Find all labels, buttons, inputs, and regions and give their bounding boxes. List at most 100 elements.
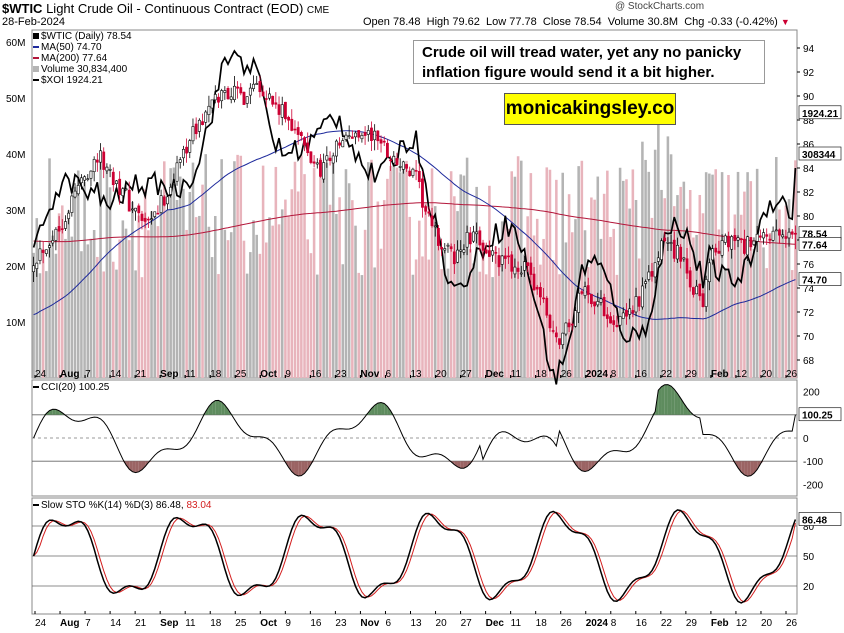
candle-body bbox=[357, 130, 361, 138]
candle-body bbox=[201, 121, 204, 125]
volume-bar bbox=[644, 159, 647, 378]
candle-body bbox=[315, 162, 319, 165]
candle-body bbox=[102, 151, 106, 170]
x-tick-label: 26 bbox=[561, 618, 573, 629]
x-tick-label: 11 bbox=[185, 618, 196, 629]
candle-body bbox=[64, 221, 67, 229]
volume-bar bbox=[787, 199, 791, 378]
candle-body bbox=[513, 266, 517, 275]
candle-body bbox=[70, 195, 74, 213]
x-tick-label: Nov bbox=[360, 618, 379, 629]
x-tick-label: 20 bbox=[761, 618, 773, 629]
candle-body bbox=[350, 136, 354, 139]
candle-body bbox=[727, 235, 730, 248]
volume-bar bbox=[542, 238, 545, 378]
candle-body bbox=[162, 196, 166, 206]
chart-symbol-title: $WTIC Light Crude Oil - Continuous Contr… bbox=[2, 1, 329, 16]
volume-bar bbox=[775, 157, 778, 378]
candle-body bbox=[602, 297, 606, 317]
x-tick-label: Nov bbox=[360, 369, 379, 380]
price-axis-tick: 72 bbox=[803, 308, 815, 319]
x-tick-label: 21 bbox=[135, 369, 147, 380]
volume-bar bbox=[268, 217, 271, 378]
sto-k-line bbox=[32, 509, 797, 604]
ma200-line bbox=[33, 202, 796, 245]
x-tick-label: 26 bbox=[561, 369, 573, 380]
volume-bar bbox=[236, 154, 239, 378]
x-tick-label: 11 bbox=[511, 369, 522, 380]
volume-bar bbox=[720, 172, 724, 378]
cci-fill-positive bbox=[52, 409, 56, 415]
volume-bar bbox=[51, 235, 54, 378]
volume-bar bbox=[159, 196, 163, 378]
symbol: $WTIC bbox=[2, 1, 43, 16]
volume-bar bbox=[657, 116, 660, 379]
volume-bar bbox=[682, 181, 686, 378]
cci-fill-positive bbox=[215, 400, 219, 415]
legend-swatch-icon bbox=[33, 57, 39, 60]
legend-ma50-text: MA(50) 74.70 bbox=[41, 42, 102, 53]
volume-bar bbox=[188, 192, 192, 378]
volume-bar bbox=[150, 211, 153, 378]
candle-body bbox=[76, 185, 80, 195]
volume-bar bbox=[500, 221, 504, 378]
volume-bar bbox=[229, 232, 233, 378]
x-tick-label: 6 bbox=[385, 369, 391, 380]
volume-bar bbox=[555, 179, 558, 378]
candle-body bbox=[417, 170, 421, 182]
cci-axis-tick: -200 bbox=[803, 480, 823, 491]
candle-body bbox=[720, 240, 724, 256]
volume-bar bbox=[411, 274, 415, 378]
x-tick-label: 13 bbox=[411, 618, 423, 629]
volume-bar bbox=[255, 234, 258, 378]
legend-volume: Volume 30,834,400 bbox=[33, 64, 132, 75]
x-tick-label: 16 bbox=[636, 369, 648, 380]
price-axis-tick: 90 bbox=[803, 92, 815, 103]
candle-body bbox=[373, 130, 377, 141]
sto-value-label: 86.48 bbox=[802, 516, 827, 527]
cci-fill-negative bbox=[132, 461, 136, 473]
x-tick-label: 6 bbox=[385, 618, 391, 629]
candle-body bbox=[325, 155, 329, 161]
x-tick-label: 20 bbox=[436, 618, 448, 629]
volume-bar bbox=[430, 168, 434, 378]
volume-bar bbox=[147, 230, 150, 378]
x-tick-label: 16 bbox=[636, 618, 648, 629]
candle-body bbox=[621, 312, 625, 319]
cci-fill-negative bbox=[581, 461, 586, 472]
volume-bar bbox=[586, 267, 590, 378]
candle-body bbox=[535, 286, 539, 290]
volume-bar bbox=[704, 172, 708, 378]
volume-bar bbox=[577, 166, 580, 378]
candle-body bbox=[793, 232, 797, 235]
volume-bar bbox=[312, 168, 316, 378]
volume-bar bbox=[386, 178, 389, 378]
x-tick-label: Feb bbox=[711, 369, 729, 380]
candle-body bbox=[714, 247, 718, 253]
website-banner: monicakingsley.co bbox=[504, 93, 676, 125]
volume-bar bbox=[223, 229, 227, 378]
volume-bar bbox=[727, 174, 730, 378]
candle-body bbox=[567, 322, 571, 328]
ma200-value-tag bbox=[798, 237, 842, 251]
candle-body bbox=[210, 99, 214, 109]
x-tick-label: Feb bbox=[711, 618, 729, 629]
volume-bar bbox=[389, 165, 392, 378]
candle-body bbox=[92, 159, 96, 173]
chg-label: Chg bbox=[684, 16, 705, 28]
candle-body bbox=[749, 237, 753, 248]
candle-body bbox=[605, 314, 609, 319]
cci-fill-negative bbox=[591, 461, 595, 469]
candle-body bbox=[127, 189, 131, 212]
volume-bar bbox=[641, 141, 644, 378]
candle-body bbox=[564, 322, 568, 335]
volume-bar bbox=[551, 259, 555, 378]
volume-bar bbox=[239, 155, 243, 378]
volume-bar bbox=[561, 172, 564, 378]
candle-body bbox=[669, 242, 673, 244]
volume-bar bbox=[736, 171, 740, 378]
candle-body bbox=[465, 232, 469, 248]
candle-body bbox=[248, 87, 252, 96]
candle-body bbox=[532, 273, 536, 291]
x-tick-label: Sep bbox=[160, 618, 178, 629]
